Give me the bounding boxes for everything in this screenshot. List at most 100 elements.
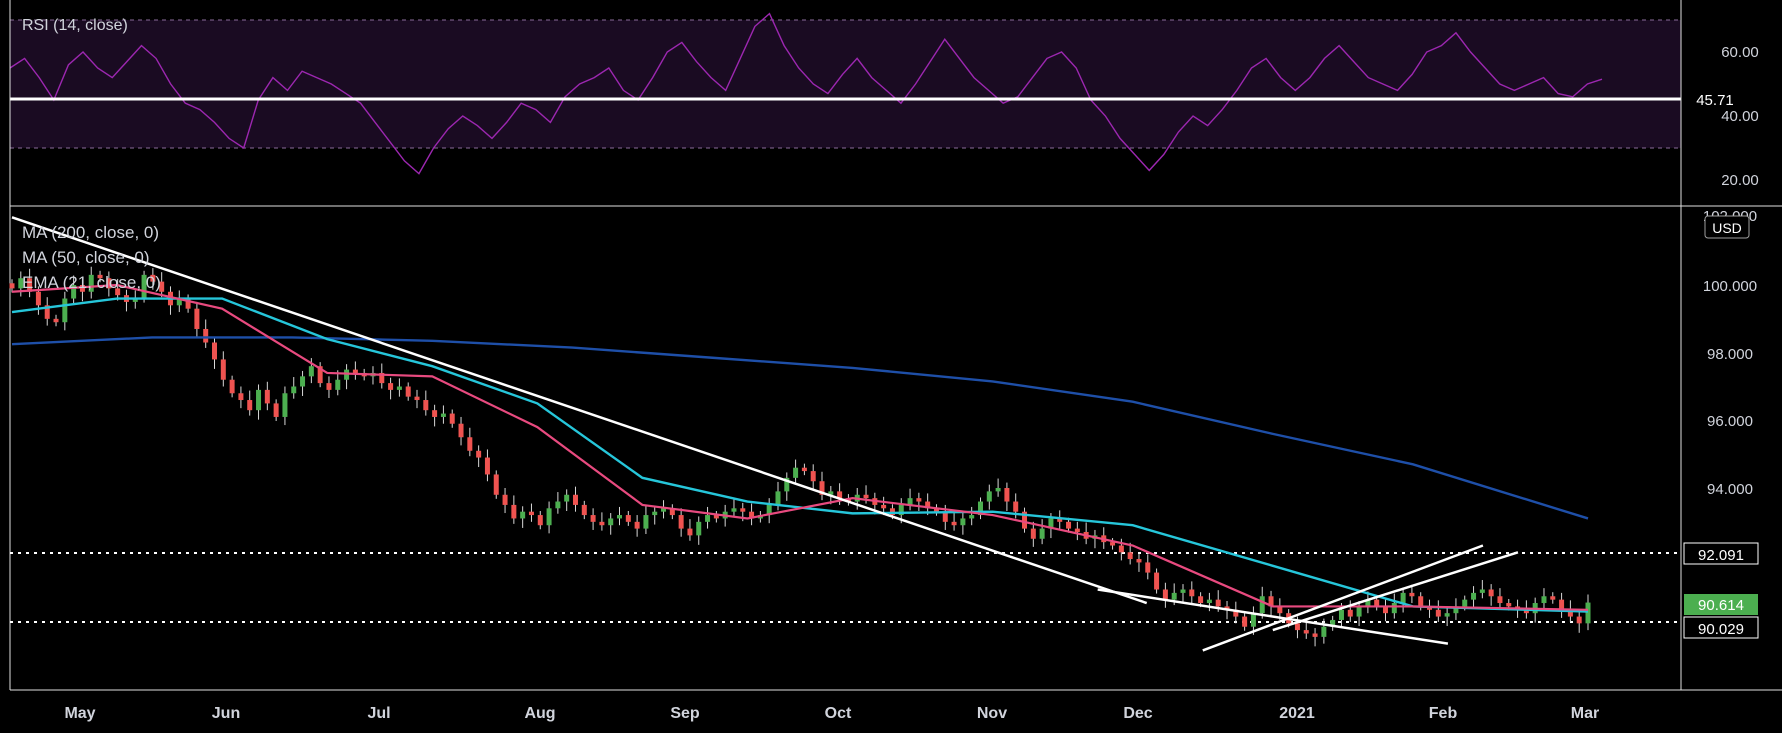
ma50-line bbox=[11, 297, 1589, 613]
candle bbox=[1550, 592, 1556, 604]
candle-body bbox=[907, 498, 913, 505]
candle bbox=[1083, 522, 1089, 545]
candle-body bbox=[1013, 501, 1019, 512]
candle-body bbox=[1471, 592, 1477, 600]
candle bbox=[1154, 568, 1160, 594]
candle-body bbox=[1312, 633, 1318, 637]
candle-body bbox=[678, 515, 684, 529]
candle bbox=[696, 516, 702, 545]
candle-body bbox=[652, 511, 658, 516]
candle-body bbox=[335, 379, 341, 390]
time-label-sep: Sep bbox=[670, 705, 700, 722]
time-axis: May Jun Jul Aug Sep Oct Nov Dec 2021 Feb… bbox=[64, 705, 1599, 722]
candle-body bbox=[977, 501, 983, 516]
candle bbox=[423, 390, 429, 416]
candle bbox=[115, 278, 121, 301]
trendline[interactable] bbox=[1202, 544, 1484, 652]
candle bbox=[819, 471, 825, 501]
candle-body bbox=[212, 342, 218, 360]
candle-body bbox=[696, 521, 702, 536]
candle bbox=[572, 486, 578, 512]
candle bbox=[159, 272, 165, 298]
ma50-legend: MA (50, close, 0) bbox=[22, 248, 150, 267]
candle-body bbox=[537, 515, 543, 526]
candle-body bbox=[528, 511, 534, 516]
candle bbox=[916, 492, 922, 512]
candle bbox=[379, 363, 385, 389]
candle bbox=[1277, 598, 1283, 620]
candle bbox=[1400, 587, 1406, 613]
candle-body bbox=[44, 305, 50, 319]
time-label-aug: Aug bbox=[524, 705, 555, 722]
rsi-band-fill bbox=[10, 20, 1681, 148]
candle bbox=[1541, 588, 1547, 610]
candle bbox=[203, 319, 209, 348]
candle-body bbox=[1118, 545, 1124, 553]
candle-body bbox=[1110, 542, 1116, 546]
candle-body bbox=[256, 389, 262, 411]
candle bbox=[1057, 510, 1063, 529]
candle-body bbox=[775, 491, 781, 505]
time-label-feb: Feb bbox=[1429, 705, 1458, 722]
candle bbox=[502, 488, 508, 514]
candle-body bbox=[291, 386, 297, 394]
rsi-axis: 60.00 40.00 20.00 45.71 bbox=[1685, 44, 1759, 189]
candle-body bbox=[599, 521, 605, 526]
candle-body bbox=[810, 471, 816, 482]
candle-body bbox=[1356, 606, 1362, 617]
candle-body bbox=[1171, 592, 1177, 600]
candle bbox=[1030, 521, 1036, 547]
candle bbox=[458, 416, 464, 446]
candle-body bbox=[141, 274, 147, 299]
candle bbox=[1453, 598, 1459, 620]
candle bbox=[1074, 521, 1080, 541]
candle-body bbox=[564, 494, 570, 502]
candle bbox=[282, 386, 288, 426]
trendline[interactable] bbox=[1097, 588, 1449, 645]
candle bbox=[317, 362, 323, 388]
candle bbox=[810, 464, 816, 490]
candle bbox=[1136, 553, 1142, 572]
rsi-current-value-badge bbox=[1685, 89, 1745, 109]
candle-body bbox=[1277, 606, 1283, 614]
candle bbox=[1444, 607, 1450, 627]
candle bbox=[440, 405, 446, 424]
candle bbox=[1268, 590, 1274, 616]
candle bbox=[581, 500, 587, 520]
ema21-legend: EMA (21, close, 0) bbox=[22, 273, 161, 292]
candle bbox=[678, 508, 684, 537]
candle-body bbox=[1338, 609, 1344, 620]
candle bbox=[326, 376, 332, 399]
candle-body bbox=[1567, 609, 1573, 617]
candle bbox=[907, 488, 913, 511]
candle bbox=[669, 504, 675, 520]
candle-body bbox=[388, 383, 394, 390]
candle-body bbox=[643, 515, 649, 529]
candle bbox=[229, 375, 235, 398]
candle bbox=[194, 301, 200, 338]
candle-body bbox=[766, 504, 772, 516]
candle-body bbox=[1224, 606, 1230, 610]
ma200-legend: MA (200, close, 0) bbox=[22, 223, 159, 242]
candle-body bbox=[1382, 606, 1388, 614]
price-label-92091-box bbox=[1683, 542, 1759, 565]
candle-body bbox=[581, 504, 587, 516]
candle bbox=[388, 377, 394, 400]
candle bbox=[520, 506, 526, 528]
candle bbox=[1039, 519, 1045, 545]
rsi-current-value: 45.71 bbox=[1696, 92, 1734, 109]
candle-body bbox=[1576, 616, 1582, 624]
candle-body bbox=[97, 274, 103, 279]
trendline[interactable] bbox=[1272, 551, 1519, 632]
candle bbox=[44, 297, 50, 326]
candle-body bbox=[53, 318, 59, 323]
candle-body bbox=[555, 501, 561, 509]
candle bbox=[300, 370, 306, 396]
rsi-line bbox=[9, 12, 1603, 175]
currency-badge-box[interactable] bbox=[1704, 215, 1750, 239]
candle bbox=[123, 289, 129, 312]
trendline[interactable] bbox=[11, 216, 1148, 605]
candle-body bbox=[396, 386, 402, 390]
candle bbox=[731, 498, 737, 518]
